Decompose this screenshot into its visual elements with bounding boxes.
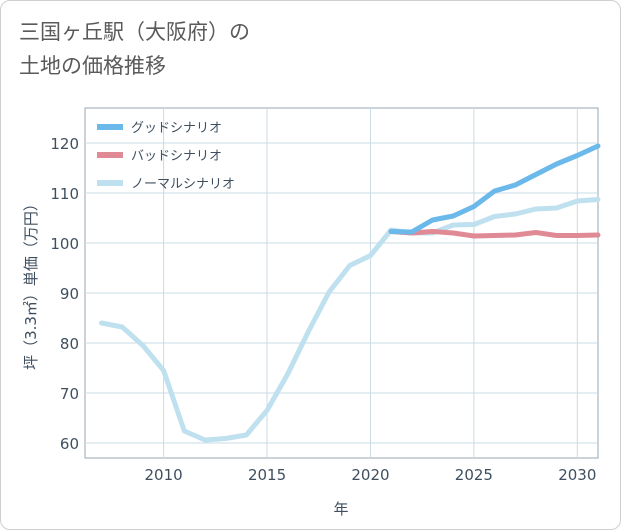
grid-lines	[85, 108, 598, 458]
y-tick-label: 110	[50, 185, 79, 203]
y-tick-label: 80	[60, 335, 79, 353]
series-lines	[99, 143, 601, 443]
series-line-3	[99, 197, 601, 443]
y-tick-label: 60	[60, 435, 79, 453]
legend-label: ノーマルシナリオ	[131, 177, 235, 192]
x-tick-label: 2015	[248, 466, 286, 484]
series-line-1	[388, 143, 601, 235]
y-tick-labels: 60 70 80 90 100 110 120	[50, 135, 79, 453]
x-tick-label: 2025	[455, 466, 493, 484]
series-line-2	[388, 229, 601, 239]
x-tick-label: 2010	[145, 466, 183, 484]
plot-area	[84, 107, 599, 459]
y-tick-label: 90	[60, 285, 79, 303]
y-axis-label: 坪（3.3㎡）単価（万円）	[22, 196, 40, 370]
page-title: 三国ヶ丘駅（大阪府）の 土地の価格推移	[19, 15, 250, 83]
y-tick-label: 100	[50, 235, 79, 253]
x-axis-label: 年	[333, 500, 348, 518]
title-line-2: 土地の価格推移	[19, 54, 166, 78]
legend-label: グッドシナリオ	[131, 121, 222, 136]
y-tick-label: 70	[60, 385, 79, 403]
x-tick-label: 2030	[558, 466, 596, 484]
x-tick-label: 2020	[351, 466, 389, 484]
y-tick-label: 120	[50, 135, 79, 153]
x-tick-labels: 2010 2015 2020 2025 2030	[145, 466, 597, 484]
legend-label: バッドシナリオ	[131, 149, 222, 164]
title-line-1: 三国ヶ丘駅（大阪府）の	[19, 20, 250, 44]
